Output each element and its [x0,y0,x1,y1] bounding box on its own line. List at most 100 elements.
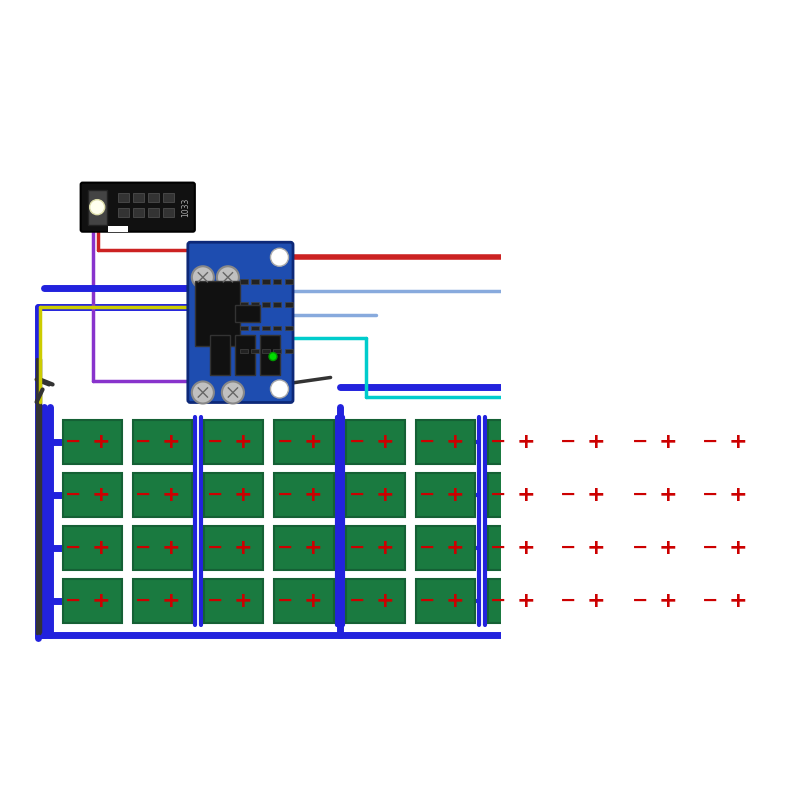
Text: +: + [162,431,181,451]
Circle shape [269,353,277,361]
Bar [251,349,259,354]
Circle shape [270,380,289,398]
Bar [262,302,270,307]
Bar [133,473,192,517]
Text: −: − [65,432,82,451]
Text: +: + [587,591,606,611]
Text: +: + [375,538,394,558]
Bar [285,349,293,354]
Text: −: − [561,591,577,610]
Bar [204,526,263,570]
Text: +: + [658,591,678,611]
Text: −: − [349,591,365,610]
Bar [274,279,282,283]
Circle shape [192,266,214,288]
Bar [195,281,241,346]
Text: −: − [349,432,365,451]
Text: +: + [375,485,394,505]
Text: +: + [92,431,110,451]
Text: −: − [207,538,223,558]
Text: −: − [65,538,82,558]
Bar [62,473,122,517]
Text: +: + [446,485,464,505]
Bar [118,208,129,217]
Text: +: + [234,485,252,505]
Text: +: + [303,538,322,558]
Bar [274,473,334,517]
Bar [274,349,282,354]
Bar [148,193,158,202]
Bar [262,279,270,283]
Text: −: − [702,432,718,451]
Bar [251,326,259,330]
Bar [133,419,192,464]
Text: +: + [729,431,747,451]
Bar [235,305,261,322]
Text: +: + [587,431,606,451]
Text: −: − [349,485,365,504]
FancyBboxPatch shape [81,182,195,232]
Bar [62,526,122,570]
Text: +: + [658,485,678,505]
Bar [488,526,547,570]
Text: +: + [587,538,606,558]
Text: +: + [162,538,181,558]
Bar [558,473,617,517]
Bar [346,473,406,517]
Text: +: + [446,591,464,611]
Text: −: − [490,591,506,610]
Bar [262,326,270,330]
Bar [700,419,759,464]
Text: −: − [135,538,151,558]
Text: −: − [702,485,718,504]
Text: −: − [207,432,223,451]
Bar [416,419,475,464]
Text: −: − [490,538,506,558]
Bar [346,579,406,623]
Text: −: − [207,591,223,610]
Text: −: − [561,432,577,451]
Bar [241,279,249,283]
Text: −: − [418,432,435,451]
Bar [148,208,158,217]
Text: −: − [277,591,294,610]
Text: −: − [418,538,435,558]
Bar [488,473,547,517]
Text: +: + [375,431,394,451]
Text: +: + [162,591,181,611]
Text: 1033: 1033 [181,198,190,217]
Bar [274,419,334,464]
Circle shape [222,382,244,403]
Bar [262,349,270,354]
Text: −: − [418,591,435,610]
Text: −: − [135,591,151,610]
Text: −: − [277,485,294,504]
Text: +: + [729,591,747,611]
Bar [558,419,617,464]
Bar [204,473,263,517]
Text: −: − [65,485,82,504]
Bar [261,335,281,375]
Bar [88,190,106,225]
Text: −: − [277,538,294,558]
Text: +: + [234,431,252,451]
Text: −: − [135,432,151,451]
Bar [274,579,334,623]
Bar [133,579,192,623]
Text: +: + [729,538,747,558]
Bar [210,335,230,375]
Bar [416,526,475,570]
Bar [162,193,174,202]
Bar [274,302,282,307]
Text: −: − [561,538,577,558]
Text: −: − [632,591,649,610]
Circle shape [192,382,214,403]
Bar [630,526,689,570]
Bar [416,473,475,517]
Text: +: + [303,485,322,505]
Text: +: + [658,538,678,558]
Bar [346,419,406,464]
Bar [241,326,249,330]
Text: −: − [702,538,718,558]
Text: +: + [658,431,678,451]
